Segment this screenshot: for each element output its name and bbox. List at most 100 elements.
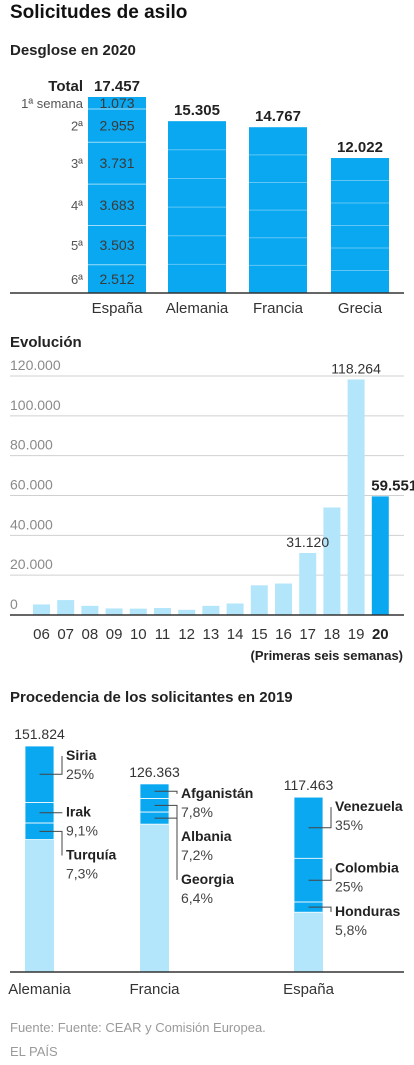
x-tick-label: 06: [33, 626, 50, 643]
origin-name: Colombia: [335, 859, 399, 875]
segment-label: 2ª: [71, 119, 83, 134]
publisher-credit: EL PAÍS: [10, 1044, 58, 1059]
leader-line: [308, 906, 332, 913]
bar-13: [202, 605, 220, 615]
segment-value: 1.073: [99, 95, 134, 111]
y-tick-label: 80.000: [10, 437, 53, 453]
segment-value: 3.683: [99, 197, 134, 213]
total-value: 117.463: [284, 777, 334, 793]
breakdown-2020-chart: España Alemania 15.305 Francia 14.767 Grecia 1…: [10, 78, 404, 317]
origin-pct: 5,8%: [335, 922, 367, 938]
data-label: 31.120: [286, 534, 329, 550]
data-label: 59.551: [371, 477, 414, 494]
bar-19: [347, 379, 365, 615]
x-tick-label: 17: [299, 626, 316, 643]
bar-alemania: [168, 121, 226, 293]
bar-12: [178, 609, 196, 615]
bar-09: [105, 608, 123, 615]
origin-chart-title: Procedencia de los solicitantes en 2019: [10, 689, 293, 706]
bar-grecia: [331, 158, 389, 293]
category-label: Alemania: [8, 981, 71, 998]
x-tick-label: 16: [275, 626, 292, 643]
origin-name: Albania: [181, 828, 232, 844]
origin-2019-chart: Siria 25% Irak 9,1% Turquía 7,3% 151.824 Aleman…: [8, 726, 404, 998]
data-label: 118.264: [331, 360, 381, 376]
origin-name: Honduras: [335, 903, 401, 919]
category-label: Alemania: [166, 300, 229, 317]
infographic-title: Solicitudes de asilo: [10, 2, 187, 23]
bar-20: [371, 496, 389, 615]
y-tick-label: 100.000: [10, 397, 61, 413]
total-label: Total: [48, 78, 83, 95]
evolution-chart: 0 20.000 40.000 60.000 80.000 100.000 120.000 0…: [10, 357, 414, 643]
segment-value: 3.731: [99, 155, 134, 171]
leader-line: [39, 830, 63, 856]
origin-name: Siria: [66, 747, 97, 763]
x-tick-label: 14: [227, 626, 244, 643]
segment-value: 2.512: [99, 271, 134, 287]
origin-pct: 9,1%: [66, 823, 98, 839]
segment-label: 6ª: [71, 272, 83, 287]
value-label: 14.767: [255, 108, 301, 125]
category-label: Grecia: [338, 300, 383, 317]
total-value: 126.363: [129, 764, 180, 780]
y-tick-label: 40.000: [10, 516, 53, 532]
x-tick-label: 20: [372, 626, 389, 643]
source-note: Fuente: Fuente: CEAR y Comisión Europea.: [10, 1020, 266, 1035]
y-tick-label: 120.000: [10, 357, 61, 373]
x-tick-label: 13: [203, 626, 220, 643]
origin-pct: 25%: [66, 766, 94, 782]
segment-label: 5ª: [71, 238, 83, 253]
bar-14: [226, 603, 244, 615]
x-tick-label: 11: [155, 626, 171, 643]
x-tick-label: 18: [324, 626, 341, 643]
x-tick-label: 10: [130, 626, 147, 643]
bar-11: [154, 608, 171, 615]
bar-06: [33, 604, 50, 615]
category-label: Francia: [129, 981, 180, 998]
value-label: 12.022: [337, 139, 383, 156]
x-tick-label: 19: [348, 626, 365, 643]
y-tick-label: 0: [10, 596, 18, 612]
bar-10: [129, 608, 147, 615]
origin-pct: 6,4%: [181, 890, 213, 906]
origin-pct: 7,2%: [181, 847, 213, 863]
leader-line: [308, 868, 332, 881]
x-tick-label: 08: [82, 626, 99, 643]
evolution-note: (Primeras seis semanas): [251, 648, 403, 663]
y-tick-label: 60.000: [10, 477, 53, 493]
bar-18: [323, 507, 341, 615]
x-tick-label: 12: [178, 626, 195, 643]
category-label: España: [283, 981, 335, 998]
origin-name: Irak: [66, 804, 91, 820]
segment-label: 1ª semana: [21, 96, 84, 111]
origin-pct: 7,3%: [66, 866, 98, 882]
bar-16: [275, 583, 292, 615]
x-tick-label: 15: [251, 626, 268, 643]
segment-value: 2.955: [99, 118, 134, 134]
category-label: España: [92, 300, 144, 317]
evolution-chart-title: Evolución: [10, 334, 82, 351]
segment-label: 3ª: [71, 156, 83, 171]
leader-line: [308, 807, 332, 829]
leader-line: [154, 790, 178, 794]
total-value: 151.824: [14, 726, 65, 742]
origin-pct: 7,8%: [181, 804, 213, 820]
value-label: 15.305: [174, 102, 220, 119]
origin-name: Afganistán: [181, 785, 253, 801]
x-tick-label: 09: [106, 626, 123, 643]
y-tick-label: 20.000: [10, 556, 53, 572]
bar-francia: [249, 127, 307, 293]
leader-line: [154, 817, 178, 880]
origin-pct: 25%: [335, 878, 363, 894]
leader-line: [39, 756, 63, 775]
bar-07: [57, 600, 75, 615]
origin-name: Georgia: [181, 871, 234, 887]
segment-label: 4ª: [71, 198, 83, 213]
bar-17: [299, 553, 317, 615]
origin-name: Turquía: [66, 847, 117, 863]
origin-pct: 35%: [335, 817, 363, 833]
segment-value: 3.503: [99, 237, 134, 253]
bar-15: [250, 585, 268, 615]
